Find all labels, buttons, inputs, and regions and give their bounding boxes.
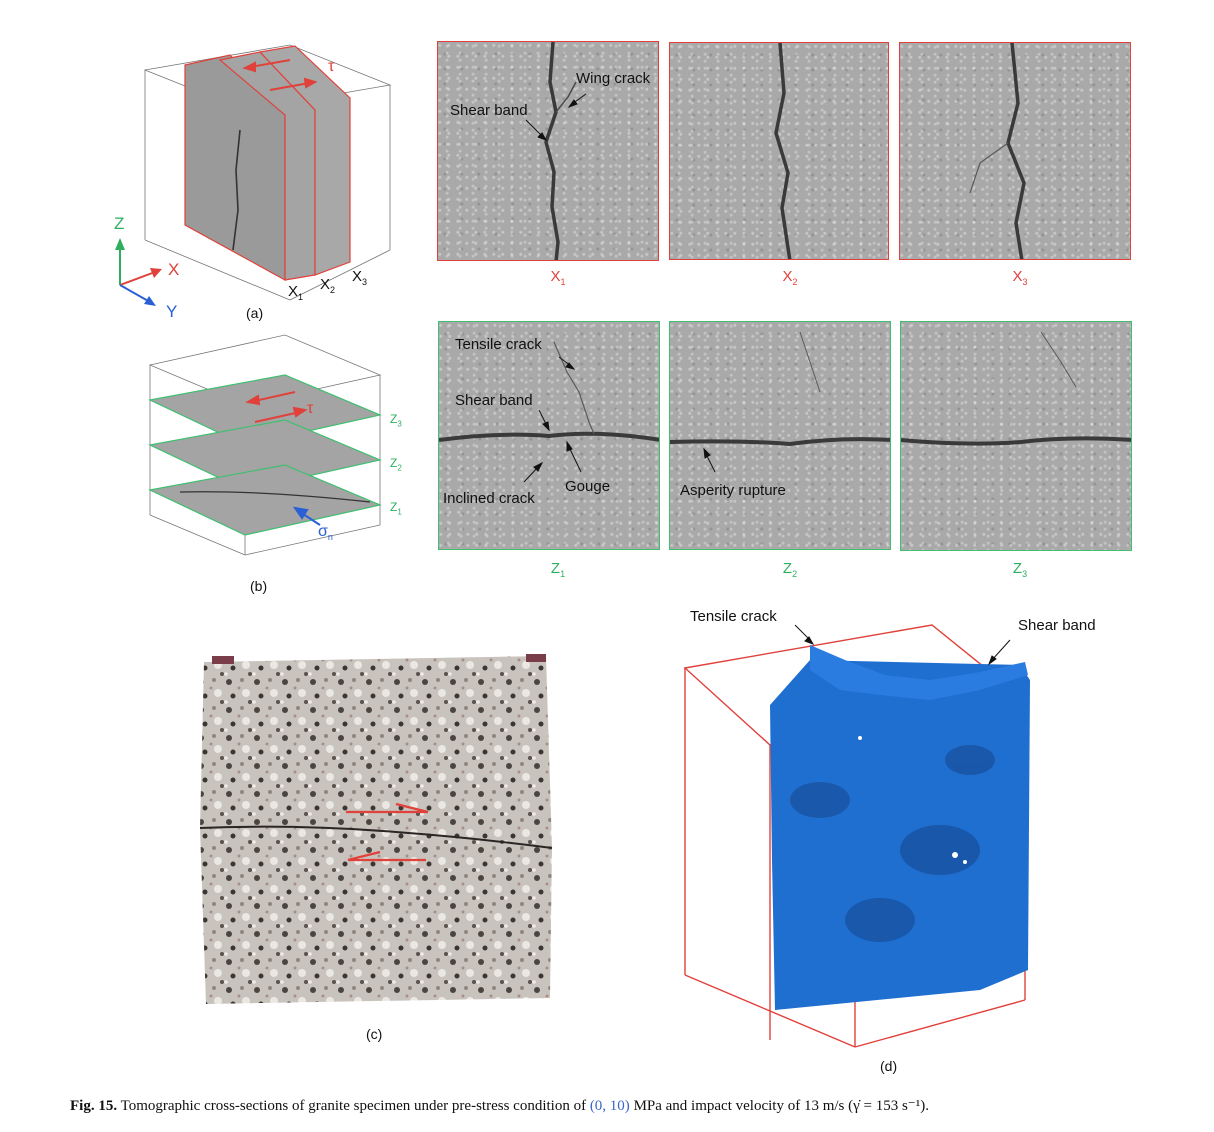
tensile-crack-label-d: Tensile crack [690,608,777,625]
z2-slice: Asperity rupture [669,321,891,550]
axis-x-label: X [168,260,180,279]
tensile-crack-label-z: Tensile crack [455,336,542,353]
sigma-n-label: σn [318,523,333,543]
z1-caption: Z1 [550,560,566,579]
plane-z1-label: Z1 [390,500,402,517]
plane-z3-label: Z3 [390,412,402,429]
axis-y-label: Y [166,302,178,321]
plane-x2-label: X2 [320,276,336,295]
x1-caption: X1 [550,268,566,287]
wing-crack-label: Wing crack [576,70,651,87]
x1-slice: Wing crack Shear band [437,41,659,261]
tau-label-b: τ [307,400,314,417]
z3-slice [900,321,1132,551]
shear-band-label-d: Shear band [1018,617,1096,634]
z1-slice: Tensile crack Shear band Inclined crack … [438,321,660,550]
figure-caption: Fig. 15. Tomographic cross-sections of g… [70,1096,1190,1115]
x3-caption: X3 [1012,268,1028,287]
plane-x3-label: X3 [352,268,368,287]
shear-band-label-x: Shear band [450,102,528,119]
panel-c-tag: (c) [366,1026,383,1042]
panel-b-box-svg [148,334,382,556]
panel-a-box-svg [115,44,392,306]
x3-slice [899,42,1131,260]
panel-a-schematic: Z X Y τ X1 X2 X3 [100,40,400,321]
axis-z-label: Z [114,214,125,233]
tau-label: τ [328,58,335,75]
panel-a-tag: (a) [246,305,264,321]
fracture-surface-3d: Tensile crack Shear band [680,600,1120,1050]
z2-caption: Z2 [782,560,798,579]
shear-band-label-z: Shear band [455,392,533,409]
x2-caption: X2 [782,268,798,287]
panel-b-tag: (b) [250,578,268,594]
figure-number: Fig. 15. [70,1098,118,1114]
panel-b-schematic: τ σn Z3 Z2 Z1 [140,330,410,570]
plane-x1-label: X1 [288,283,304,302]
asperity-rupture-label: Asperity rupture [680,482,786,499]
caption-highlight: (0, 10) [589,1098,630,1114]
granite-specimen-photo [196,648,556,1010]
gouge-label: Gouge [565,478,611,495]
inclined-crack-label: Inclined crack [443,490,535,507]
panel-d-tag: (d) [880,1058,898,1074]
plane-z2-label: Z2 [390,456,402,473]
z3-caption: Z3 [1012,560,1028,579]
caption-text-before: Tomographic cross-sections of granite sp… [120,1098,587,1114]
caption-text-after: MPa and impact velocity of 13 m/s (γ̇ = … [633,1098,929,1114]
x2-slice [669,42,889,260]
